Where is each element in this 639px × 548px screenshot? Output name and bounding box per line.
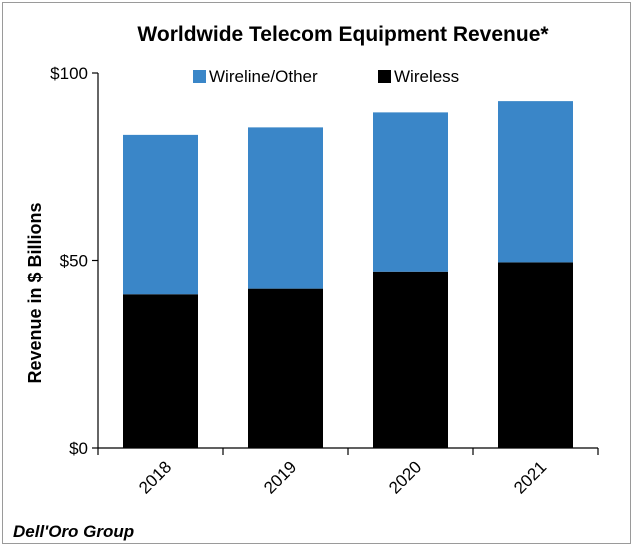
legend-label-wireline: Wireline/Other <box>209 67 318 86</box>
legend-swatch-wireless <box>378 70 391 83</box>
bar-wireline-2021 <box>498 101 573 263</box>
source-label: Dell'Oro Group <box>13 522 134 541</box>
x-tick-label: 2020 <box>385 457 425 497</box>
x-tick-label: 2019 <box>260 457 300 497</box>
chart-title: Worldwide Telecom Equipment Revenue* <box>137 23 549 46</box>
bar-wireless-2020 <box>373 271 448 448</box>
y-tick-label: $50 <box>60 252 88 271</box>
bar-wireline-2020 <box>373 112 448 272</box>
y-axis: $0 $50 $100 <box>50 64 99 458</box>
legend-label-wireless: Wireless <box>394 67 459 86</box>
x-tick-label: 2021 <box>510 457 550 497</box>
y-tick-label: $100 <box>50 64 88 83</box>
bar-wireless-2021 <box>498 262 573 448</box>
y-axis-label: Revenue in $ Billions <box>25 202 45 383</box>
bar-wireless-2019 <box>248 288 323 448</box>
legend-swatch-wireline <box>193 70 206 83</box>
bar-group <box>123 101 573 448</box>
x-axis: 2018 2019 2020 2021 <box>97 447 599 498</box>
x-tick-label: 2018 <box>135 457 175 497</box>
bar-wireline-2019 <box>248 127 323 289</box>
chart-canvas: Worldwide Telecom Equipment Revenue* Wir… <box>13 23 599 541</box>
y-tick-label: $0 <box>69 439 88 458</box>
bar-wireless-2018 <box>123 294 198 448</box>
chart-frame: Worldwide Telecom Equipment Revenue* Wir… <box>2 2 631 544</box>
legend: Wireline/Other Wireless <box>193 67 459 86</box>
bar-wireline-2018 <box>123 134 198 295</box>
